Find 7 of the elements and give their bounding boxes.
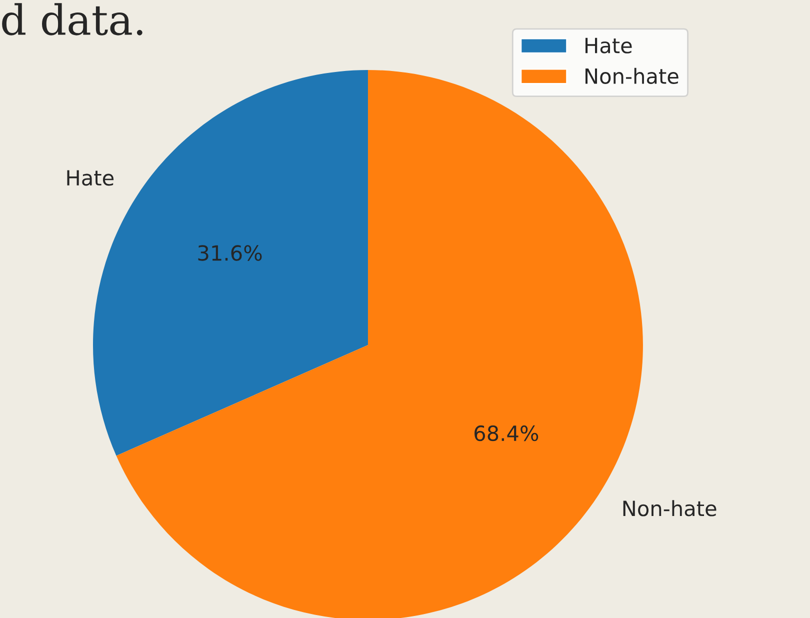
data-label: 68.4% xyxy=(474,425,538,442)
legend-label: Hate xyxy=(586,38,632,54)
slice-label: Non-hate xyxy=(623,500,716,516)
legend-label: Non-hate xyxy=(586,68,678,84)
text: d data. xyxy=(2,3,142,36)
slice-label: Hate xyxy=(67,170,114,186)
data-label: 31.6% xyxy=(198,245,262,261)
